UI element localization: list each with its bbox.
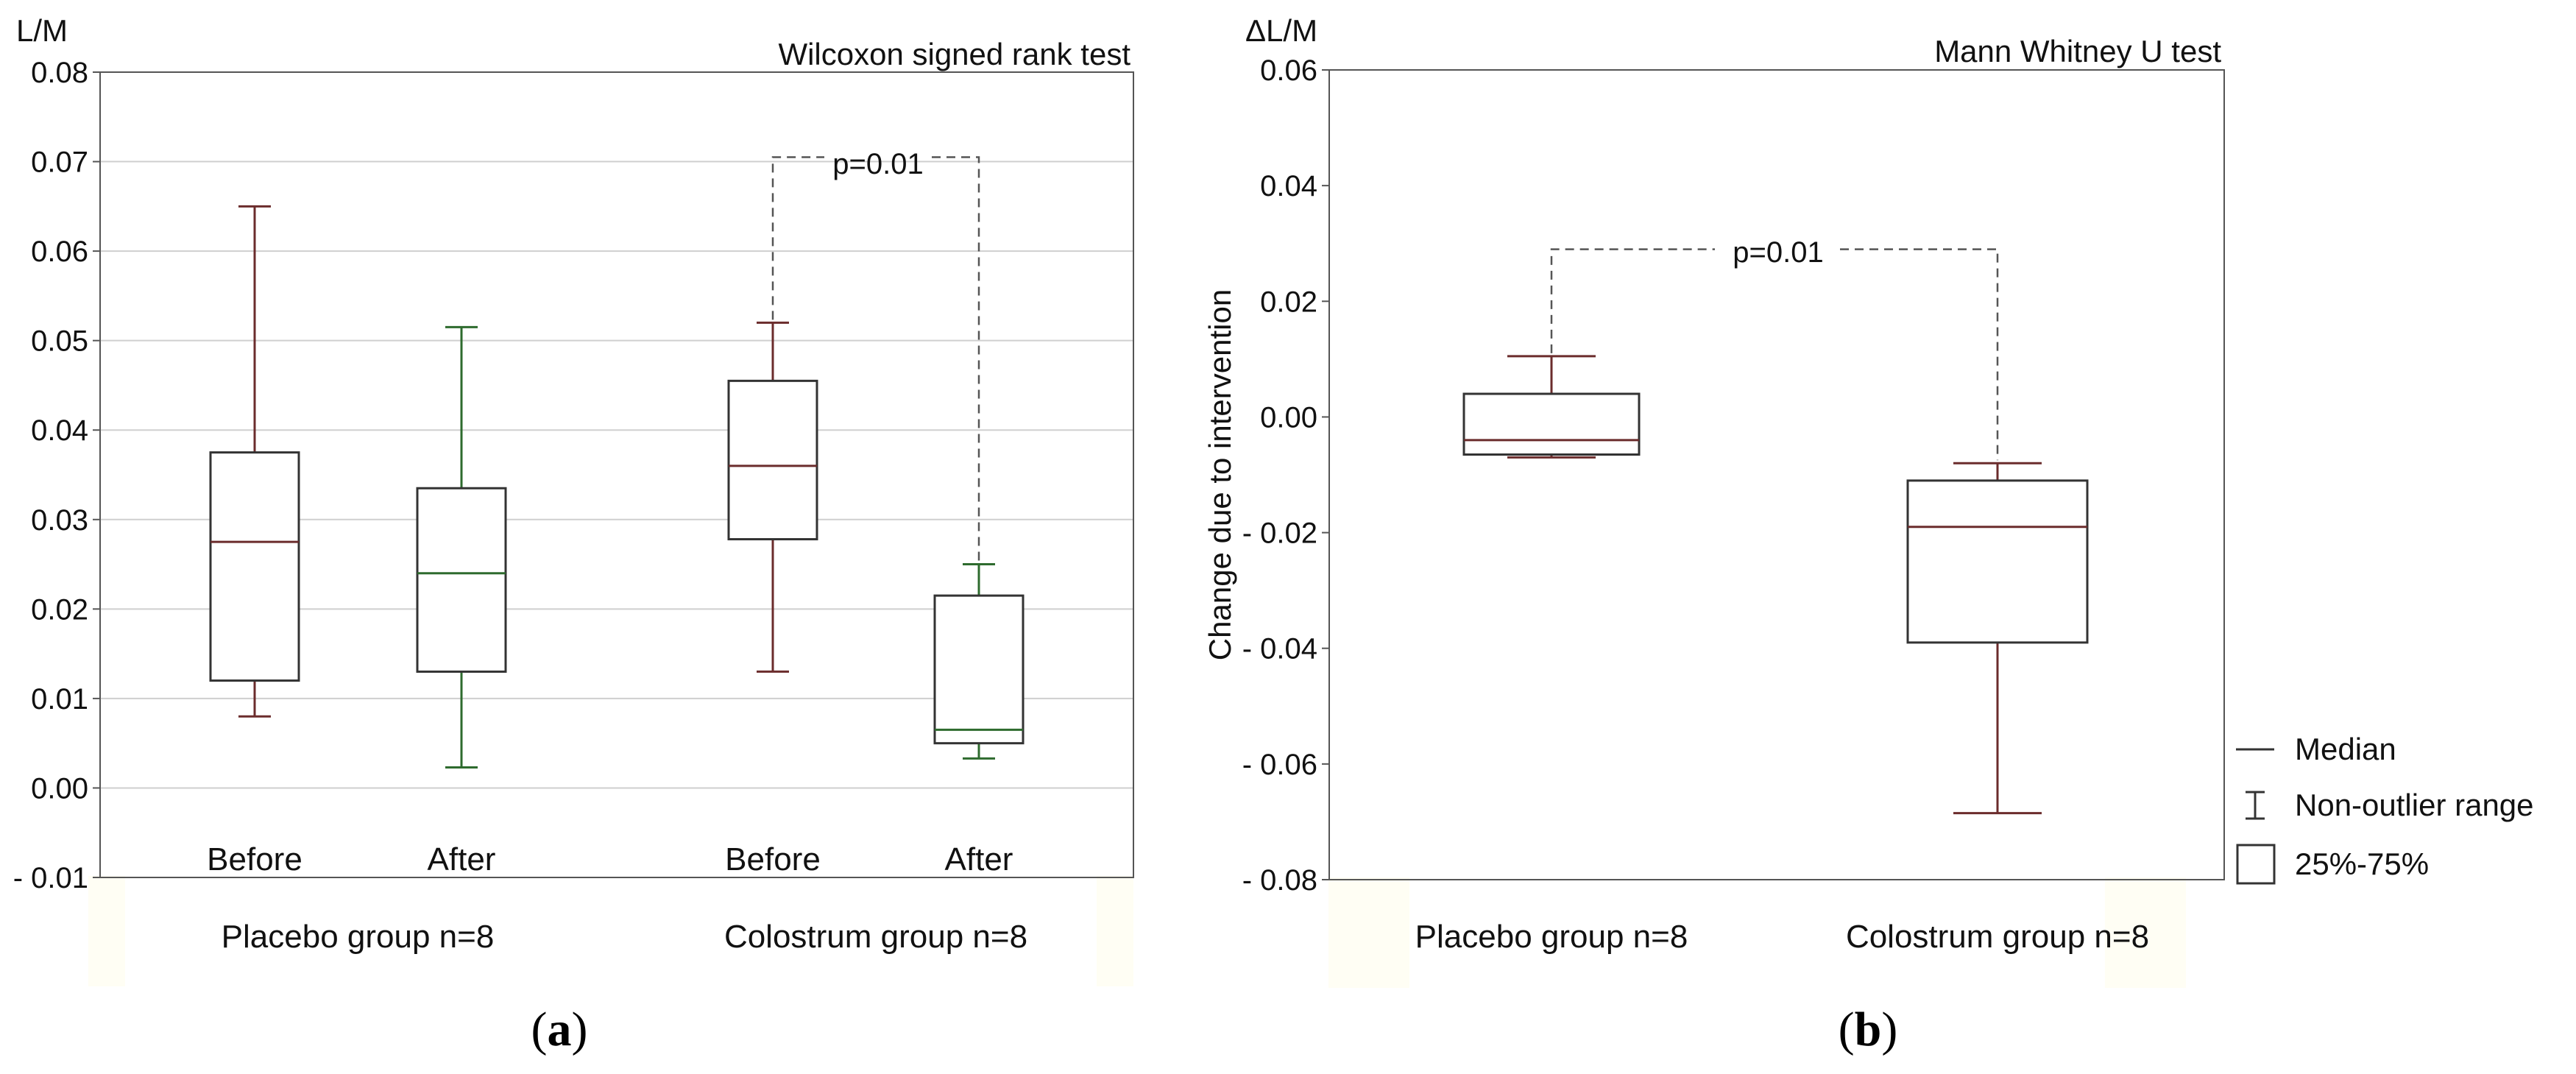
bracket-left — [771, 156, 824, 320]
panel-b-tick-label: - 0.04 — [1242, 633, 1317, 665]
panel-b-significance-bracket: p=0.01 — [1550, 236, 1999, 461]
box-iqr — [1906, 479, 2089, 644]
box-iqr — [1462, 392, 1641, 456]
panel-b-tick-label: - 0.08 — [1242, 864, 1317, 897]
panel-b-test-title: Mann Whitney U test — [1934, 34, 2221, 68]
panel-b-boxes — [1462, 355, 2089, 815]
panel-a-plot-frame — [99, 71, 1134, 878]
panel-a-boxes — [209, 205, 1025, 769]
panel-a-left-shade — [88, 876, 125, 986]
panel-a-group-label: Placebo group n=8 — [222, 919, 495, 955]
panel-b-tick-label: 0.00 — [1260, 401, 1317, 434]
panel-a-tick-label: 0.02 — [31, 593, 88, 626]
panel-b-box — [1462, 355, 1641, 459]
panel-b-chart: 0.06 0.04 0.02 0.00 - 0.02 - 0.04 - 0.06 - 0.08… — [1203, 13, 2534, 1056]
legend: Median Non-outlier range 25%-75% — [2236, 732, 2534, 885]
box-iqr — [933, 594, 1025, 745]
panel-a-tick-label: 0.07 — [31, 146, 88, 179]
panel-b-y-axis-label: ΔL/M — [1245, 13, 1317, 48]
panel-b-tick-label: - 0.06 — [1242, 749, 1317, 781]
panel-b-y-ticks: 0.06 0.04 0.02 0.00 - 0.02 - 0.04 - 0.06 - 0.08 — [1242, 54, 1329, 897]
legend-box-icon — [2236, 844, 2276, 885]
panel-b-p-value: p=0.01 — [1733, 236, 1823, 269]
panel-a-tick-label: - 0.01 — [13, 862, 88, 894]
panel-a-group-label: Colostrum group n=8 — [724, 919, 1027, 955]
panel-a-letter: a — [548, 1003, 572, 1056]
panel-a-box — [933, 563, 1025, 760]
panel-b-category-label: Placebo group n=8 — [1415, 919, 1688, 955]
panel-a-p-value: p=0.01 — [832, 148, 923, 180]
panel-b-left-shade — [1328, 877, 1409, 988]
panel-a-tick-label: 0.06 — [31, 236, 88, 268]
bracket-left — [1550, 248, 1715, 353]
panel-a-y-axis-label: L/M — [16, 13, 68, 48]
legend-item-median: Median — [2295, 732, 2396, 766]
panel-a-tick-label: 0.04 — [31, 414, 88, 447]
panel-a-tick-label: 0.00 — [31, 772, 88, 805]
panel-b-tick-label: - 0.02 — [1242, 517, 1317, 550]
panel-b-y-axis-title: Change due to intervention — [1203, 289, 1237, 660]
panel-a-tick-label: 0.05 — [31, 325, 88, 358]
panel-a-category-label: After — [428, 841, 496, 877]
legend-whisker-icon — [2246, 791, 2265, 820]
panel-a-tick-label: 0.03 — [31, 504, 88, 537]
panel-a-box — [209, 205, 300, 718]
panel-b-right-shade — [2105, 877, 2186, 988]
legend-item-non-outlier-range: Non-outlier range — [2295, 788, 2534, 822]
panel-a-category-label: Before — [207, 841, 302, 877]
panel-a-y-ticks: 0.08 0.07 0.06 0.05 0.04 0.03 0.02 0.01 0.00 - 0.… — [13, 57, 100, 894]
panel-b-plot-frame — [1328, 69, 2225, 880]
panel-b-box — [1906, 462, 2089, 815]
panel-a-box — [727, 321, 818, 673]
bracket-right — [1840, 248, 1999, 461]
panel-b-tick-label: 0.02 — [1260, 286, 1317, 318]
panel-a-significance-bracket: p=0.01 — [771, 148, 980, 562]
panel-b-tick-label: 0.04 — [1260, 170, 1317, 202]
panel-a-category-label: After — [945, 841, 1013, 877]
box-iqr — [209, 451, 300, 682]
panel-a-right-shade — [1097, 876, 1133, 986]
panel-a-box — [416, 325, 507, 769]
panel-b-letter: b — [1855, 1003, 1882, 1056]
box-iqr — [727, 379, 818, 541]
panel-b-label: (b) — [1839, 1003, 1898, 1056]
panel-a-test-title: Wilcoxon signed rank test — [778, 37, 1130, 71]
legend-item-iqr: 25%-75% — [2295, 847, 2429, 881]
panel-b-tick-label: 0.06 — [1260, 54, 1317, 87]
panel-a-tick-label: 0.01 — [31, 683, 88, 716]
panel-a-chart: 0.08 0.07 0.06 0.05 0.04 0.03 0.02 0.01 0.00 - 0.… — [13, 13, 1134, 1056]
box-iqr — [416, 487, 507, 673]
panel-b-category-label: Colostrum group n=8 — [1846, 919, 2149, 955]
panel-a-tick-label: 0.08 — [31, 57, 88, 89]
panel-a-label: (a) — [531, 1003, 588, 1056]
panel-a-category-label: Before — [725, 841, 821, 877]
bracket-right — [932, 156, 980, 562]
